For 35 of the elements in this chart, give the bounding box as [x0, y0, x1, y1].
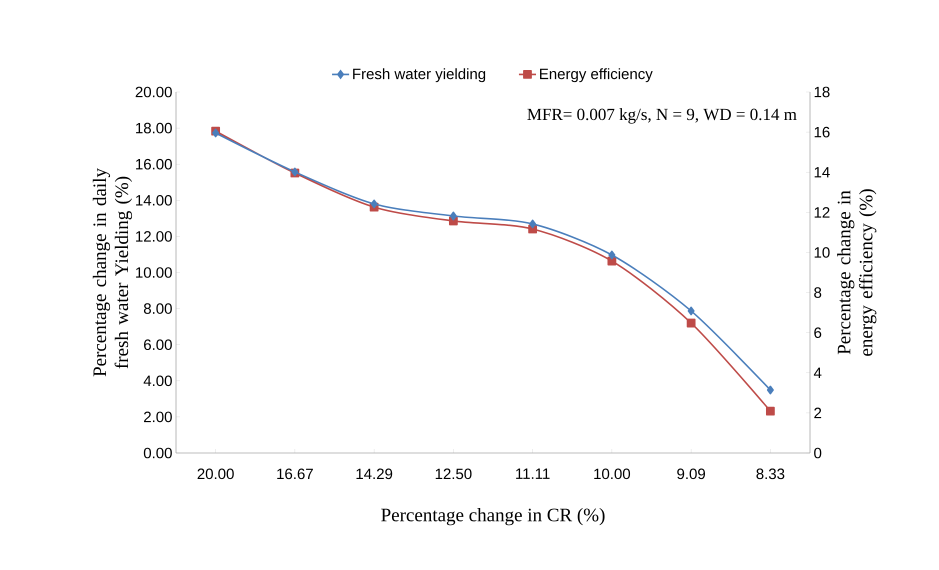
x-axis-title: Percentage change in CR (%) — [381, 508, 605, 526]
y-tick-label: 4.00 — [144, 375, 172, 386]
legend-label: Fresh water yielding — [353, 68, 486, 82]
y2-tick-label: 4 — [814, 368, 822, 378]
y-tick-label: 16.00 — [136, 158, 172, 170]
legend-label: Energy efficiency — [540, 68, 653, 82]
y2-tick-label: 6 — [814, 327, 822, 338]
y-tick-label: 0.00 — [144, 448, 172, 458]
x-tick-label: 8.33 — [756, 468, 784, 480]
x-tick-label: 12.50 — [436, 468, 472, 480]
y2-tick-label: 12 — [814, 207, 830, 218]
x-tick-label: 14.29 — [356, 468, 392, 480]
y-tick-label: 8.00 — [144, 303, 172, 314]
y2-tick-label: 18 — [814, 86, 830, 98]
x-tick-label: 20.00 — [198, 468, 234, 480]
y-axis-title: Percentage change in daily fresh water Yielding (%) — [92, 168, 132, 376]
y2-tick-label: 8 — [814, 287, 822, 298]
y2-tick-label: 16 — [814, 126, 830, 138]
x-tick-label: 9.09 — [677, 468, 706, 480]
y-tick-label: 14.00 — [136, 194, 172, 206]
y-tick-label: 18.00 — [136, 122, 172, 134]
y2-tick-label: 0 — [814, 448, 822, 458]
y2-tick-label: 2 — [814, 408, 822, 418]
y2-axis-title: Percentage change in energy efficiency (%) — [837, 189, 876, 356]
x-tick-label: 10.00 — [594, 468, 630, 480]
y-tick-label: 6.00 — [144, 339, 172, 350]
x-tick-label: 16.67 — [277, 468, 313, 480]
x-tick-label: 11.11 — [516, 468, 550, 479]
y2-tick-label: 14 — [814, 167, 830, 178]
y-tick-label: 10.00 — [136, 267, 172, 278]
annotation: MFR= 0.007 kg/s, N = 9, WD = 0.14 m — [527, 108, 797, 124]
y-tick-label: 20.00 — [136, 86, 172, 98]
y-tick-label: 12.00 — [136, 231, 172, 242]
y-tick-label: 2.00 — [144, 412, 172, 422]
y2-tick-label: 10 — [814, 247, 830, 258]
